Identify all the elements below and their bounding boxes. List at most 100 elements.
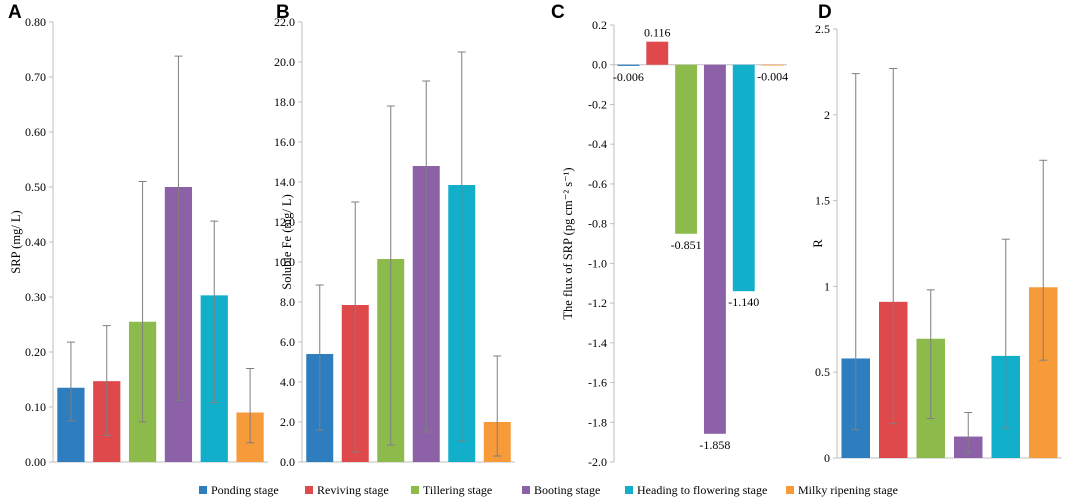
y-tick-label: -0.8 xyxy=(588,217,607,231)
legend-item: Booting stage xyxy=(522,483,600,497)
error-bar xyxy=(926,289,935,420)
y-tick-label: 0.00 xyxy=(25,455,46,469)
y-tick-label: 0.2 xyxy=(592,18,607,32)
y-tick-label: 14.0 xyxy=(274,175,295,189)
error-bar xyxy=(351,201,360,453)
y-tick-label: -0.6 xyxy=(588,177,607,191)
panel-letter: A xyxy=(8,2,22,23)
data-label: -0.006 xyxy=(613,70,644,84)
y-tick-label: 0.0 xyxy=(592,58,607,72)
error-bar xyxy=(1001,238,1010,429)
y-tick-label: 10.0 xyxy=(274,255,295,269)
y-tick-label: 2.0 xyxy=(280,415,295,429)
legend: Ponding stage Reviving stage Tillering sta… xyxy=(199,483,898,497)
panel-b: B 0.0 2.0 4.0 6.0 8.0 10.0 12.0 14.0 16.0 18.0 20.0… xyxy=(274,2,515,469)
error-bar xyxy=(174,55,183,401)
legend-label: Ponding stage xyxy=(211,483,279,497)
bar-reviving-stage xyxy=(646,41,669,65)
y-tick-label: 1.5 xyxy=(815,194,830,208)
legend-item: Heading to flowering stage xyxy=(625,483,767,497)
y-tick-label: -1.0 xyxy=(588,256,607,270)
y-tick-label: 2 xyxy=(824,108,830,122)
error-bar xyxy=(315,284,324,431)
y-tick-label: 0.50 xyxy=(25,180,46,194)
y-tick-label: -0.2 xyxy=(588,97,607,111)
error-bar xyxy=(210,220,219,404)
y-tick-label: 0.60 xyxy=(25,125,46,139)
y-tick-label: 6.0 xyxy=(280,335,295,349)
error-bar xyxy=(138,181,147,423)
bar-milky-ripening-stage xyxy=(761,64,784,66)
error-bar xyxy=(1039,159,1048,361)
panel-letter: C xyxy=(551,2,565,23)
data-label: 0.116 xyxy=(644,26,671,40)
legend-label: Milky ripening stage xyxy=(798,483,898,497)
legend-swatch xyxy=(199,486,207,494)
y-tick-label: 0.0 xyxy=(280,455,295,469)
error-bar xyxy=(66,341,75,422)
legend-label: Heading to flowering stage xyxy=(637,483,767,497)
y-axis-title: R xyxy=(811,239,825,248)
panel-letter: B xyxy=(276,2,290,23)
legend-swatch xyxy=(786,486,794,494)
error-bar xyxy=(386,105,395,446)
y-tick-label: 0.10 xyxy=(25,400,46,414)
legend-swatch xyxy=(305,486,313,494)
panel-letter: D xyxy=(818,2,832,23)
error-bar xyxy=(851,73,860,431)
y-axis-title: SRP (mg/ L) xyxy=(9,210,23,273)
panel-c: C 0.2 0.0 -0.2 -0.4 -0.6 -0.8 -1.0 -1.2 -1.4 -1.6 -… xyxy=(551,2,788,469)
y-tick-label: -2.0 xyxy=(588,455,607,469)
y-axis-title: Soluble Fe (mg/ L) xyxy=(280,194,294,289)
y-tick-label: 0 xyxy=(824,451,830,465)
panel-a: A 0.00 0.10 0.20 0.30 0.40 0.50 0.60 0.70 0.80 SRP… xyxy=(8,2,268,469)
y-tick-label: 2.5 xyxy=(815,22,830,36)
y-tick-label: 20.0 xyxy=(274,55,295,69)
legend-item: Ponding stage xyxy=(199,483,279,497)
y-tick-label: 0.70 xyxy=(25,70,46,84)
y-tick-label: 22.0 xyxy=(274,15,295,29)
legend-label: Booting stage xyxy=(534,483,600,497)
panel-d: D 0 0.5 1 1.5 2 2.5 R xyxy=(811,2,1062,465)
y-tick-label: -1.2 xyxy=(588,296,607,310)
legend-item: Reviving stage xyxy=(305,483,389,497)
bar-heading-to-flowering-stage xyxy=(732,64,755,292)
legend-swatch xyxy=(411,486,419,494)
error-bar xyxy=(422,80,431,433)
y-tick-label: -1.4 xyxy=(588,336,607,350)
legend-item: Milky ripening stage xyxy=(786,483,898,497)
data-label: -1.140 xyxy=(728,295,759,309)
data-label: -0.004 xyxy=(757,70,788,84)
legend-swatch xyxy=(625,486,633,494)
error-bar xyxy=(246,368,255,444)
error-bar xyxy=(964,412,973,454)
bar-ponding-stage xyxy=(617,64,640,66)
data-label: -0.851 xyxy=(671,238,702,252)
y-tick-label: 8.0 xyxy=(280,295,295,309)
error-bar xyxy=(102,325,111,437)
y-tick-label: 0.30 xyxy=(25,290,46,304)
legend-swatch xyxy=(522,486,530,494)
error-bar xyxy=(457,51,466,442)
error-bar xyxy=(889,67,898,425)
y-tick-label: -1.6 xyxy=(588,376,607,390)
legend-item: Tillering stage xyxy=(411,483,492,497)
y-tick-label: 12.0 xyxy=(274,215,295,229)
bar-booting-stage xyxy=(703,64,726,434)
bar-tillering-stage xyxy=(675,64,698,234)
error-bar xyxy=(493,355,502,457)
legend-label: Reviving stage xyxy=(317,483,389,497)
y-tick-label: -0.4 xyxy=(588,137,607,151)
y-tick-label: 0.20 xyxy=(25,345,46,359)
y-tick-label: 18.0 xyxy=(274,95,295,109)
y-tick-label: -1.8 xyxy=(588,415,607,429)
y-tick-label: 4.0 xyxy=(280,375,295,389)
y-tick-label: 16.0 xyxy=(274,135,295,149)
y-tick-label: 0.5 xyxy=(815,365,830,379)
y-tick-label: 0.80 xyxy=(25,15,46,29)
y-axis-title: The flux of SRP (pg cm⁻² s⁻¹) xyxy=(561,167,575,319)
legend-label: Tillering stage xyxy=(423,483,492,497)
y-tick-label: 1 xyxy=(824,279,830,293)
data-label: -1.858 xyxy=(699,438,730,452)
